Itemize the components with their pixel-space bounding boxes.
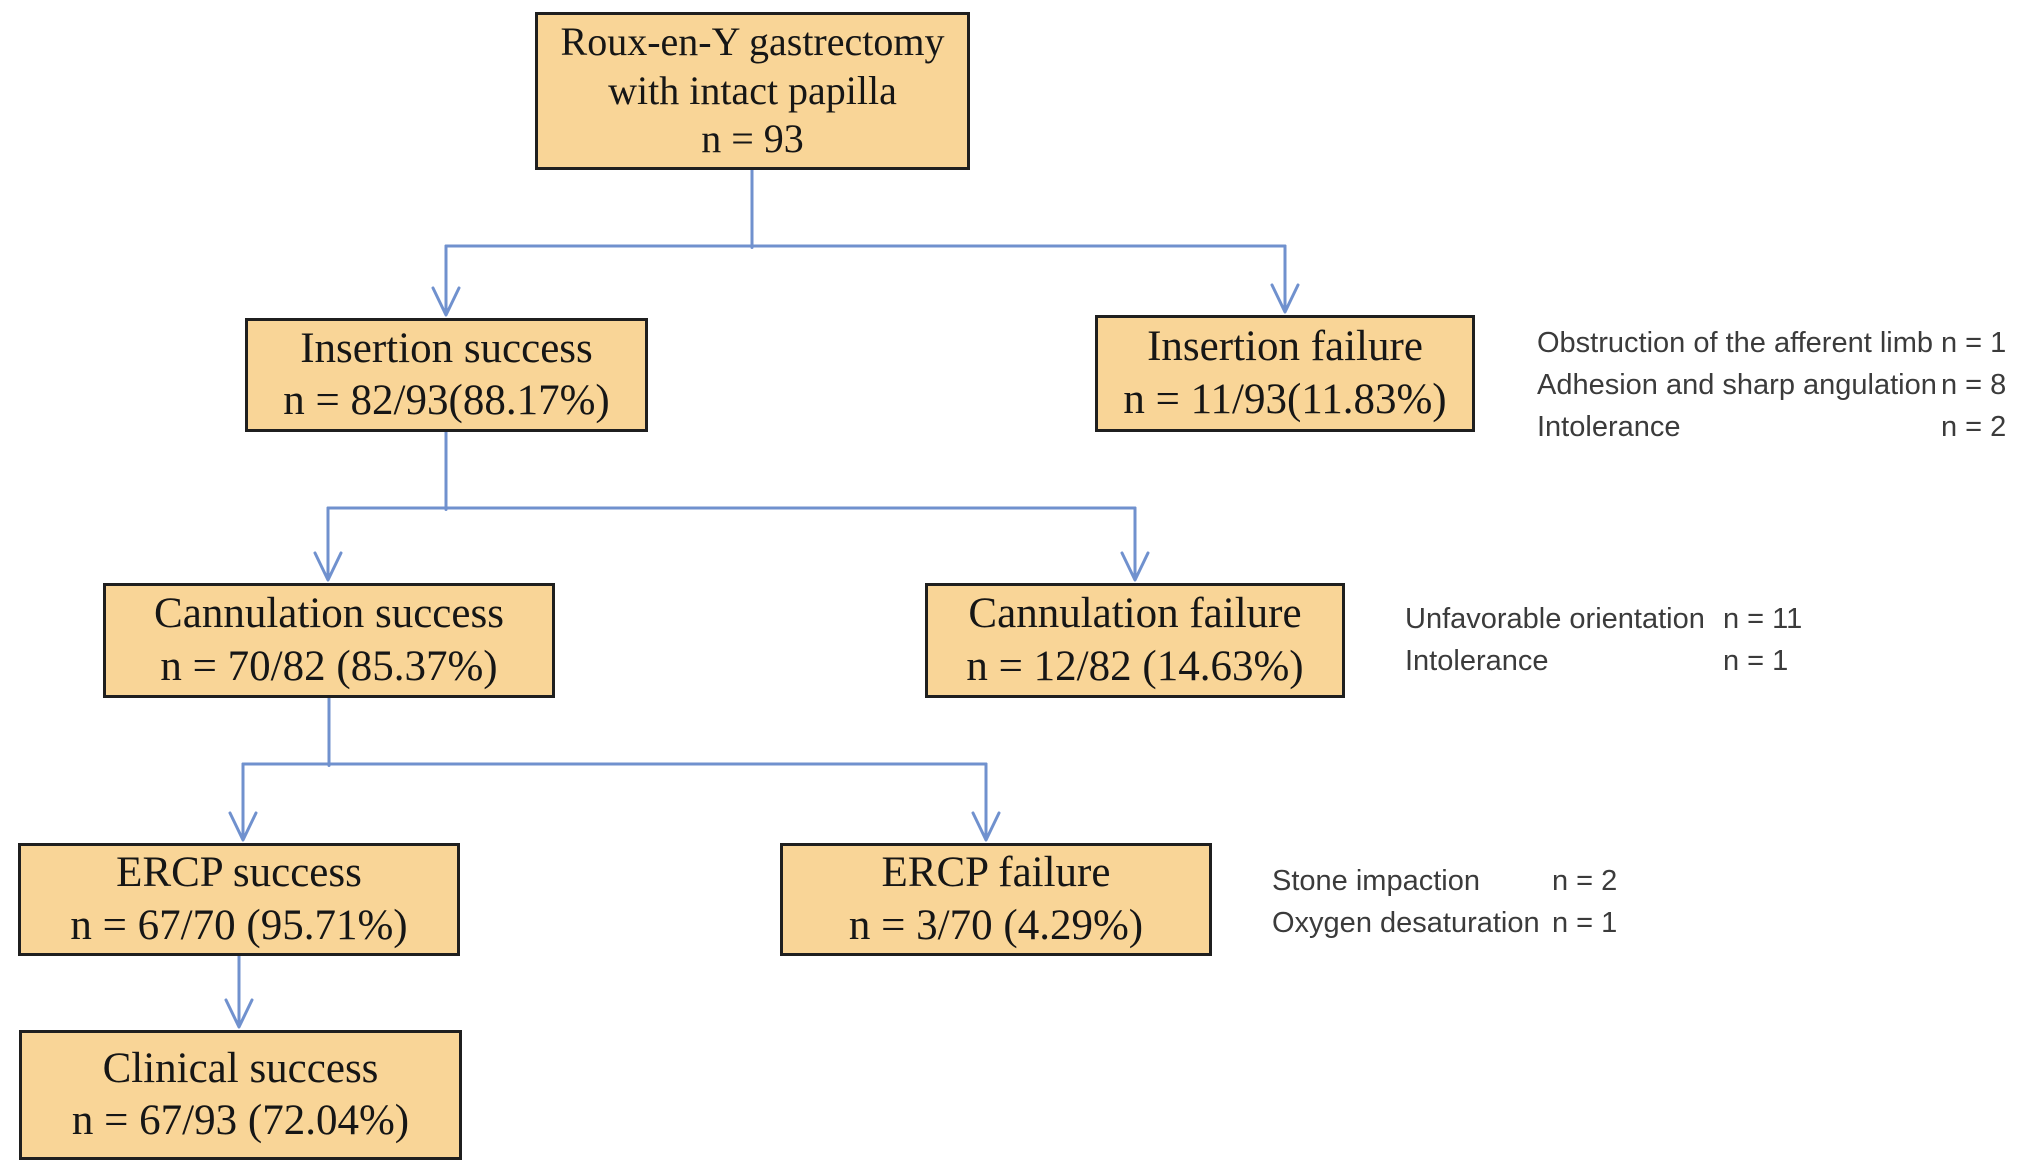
annotation-row: Intolerance n = 1 [1405,640,1845,682]
reason-count: n = 2 [1941,411,2007,443]
annotation-row: Intolerance n = 2 [1537,406,2031,448]
node-ercp-failure-title: ERCP failure [881,849,1111,897]
reason-count: n = 1 [1941,327,2007,359]
node-cannulation-failure-count: n = 12/82 (14.63%) [966,642,1304,690]
annotation-insertion-failure-reasons: Obstruction of the afferent limb n = 1 A… [1537,322,2031,448]
arrowhead-cannulation-success [313,551,343,582]
reason-label: Adhesion and sharp angulation [1537,369,1937,401]
annotation-cannulation-failure-reasons: Unfavorable orientation n = 11 Intoleran… [1405,598,1845,682]
node-insertion-success-count: n = 82/93(88.17%) [283,377,610,424]
annotation-row: Oxygen desaturation n = 1 [1272,902,1692,944]
reason-count: n = 1 [1723,645,1789,677]
node-ercp-success-title: ERCP success [116,849,362,897]
arrowhead-ercp-success [228,811,258,842]
node-ercp-failure-count: n = 3/70 (4.29%) [848,901,1144,949]
node-insertion-failure-count: n = 11/93(11.83%) [1123,375,1447,423]
node-insertion-failure-title: Insertion failure [1147,323,1423,371]
arrowhead-ercp-failure [971,811,1001,842]
node-cannulation-failure-title: Cannulation failure [968,590,1302,638]
node-root: Roux-en-Y gastrectomy with intact papill… [535,12,970,170]
arrowhead-insertion-failure [1270,283,1300,314]
annotation-row: Obstruction of the afferent limb n = 1 [1537,322,2031,364]
reason-label: Stone impaction [1272,865,1480,897]
reason-count: n = 11 [1723,603,1803,635]
node-insertion-success-title: Insertion success [300,324,593,372]
node-root-line1: Roux-en-Y gastrectomy [560,18,945,64]
node-ercp-success: ERCP success n = 67/70 (95.71%) [18,843,460,956]
node-cannulation-success: Cannulation success n = 70/82 (85.37%) [103,583,555,698]
annotation-ercp-failure-reasons: Stone impaction n = 2 Oxygen desaturatio… [1272,860,1692,944]
reason-count: n = 2 [1552,865,1618,897]
reason-label: Intolerance [1537,411,1681,443]
annotation-row: Unfavorable orientation n = 11 [1405,598,1845,640]
annotation-row: Stone impaction n = 2 [1272,860,1692,902]
node-clinical-success-count: n = 67/93 (72.04%) [71,1097,410,1144]
node-cannulation-failure: Cannulation failure n = 12/82 (14.63%) [925,583,1345,698]
node-clinical-success: Clinical success n = 67/93 (72.04%) [19,1030,462,1160]
node-clinical-success-title: Clinical success [102,1044,379,1092]
reason-label: Oxygen desaturation [1272,907,1540,939]
node-root-line3: n = 93 [701,116,804,162]
node-root-line2: with intact papilla [608,67,897,113]
arrowhead-clinical-success [224,998,254,1029]
node-ercp-success-count: n = 67/70 (95.71%) [70,901,408,949]
arrowhead-insertion-success [431,286,461,317]
reason-count: n = 8 [1941,369,2007,401]
node-insertion-success: Insertion success n = 82/93(88.17%) [245,318,648,432]
arrowhead-cannulation-failure [1120,551,1150,582]
node-cannulation-success-count: n = 70/82 (85.37%) [160,642,498,690]
reason-label: Obstruction of the afferent limb [1537,327,1934,359]
node-ercp-failure: ERCP failure n = 3/70 (4.29%) [780,843,1212,956]
annotation-row: Adhesion and sharp angulation n = 8 [1537,364,2031,406]
node-cannulation-success-title: Cannulation success [154,590,504,638]
reason-label: Intolerance [1405,645,1549,677]
reason-label: Unfavorable orientation [1405,603,1705,635]
reason-count: n = 1 [1552,907,1618,939]
node-insertion-failure: Insertion failure n = 11/93(11.83%) [1095,315,1475,432]
